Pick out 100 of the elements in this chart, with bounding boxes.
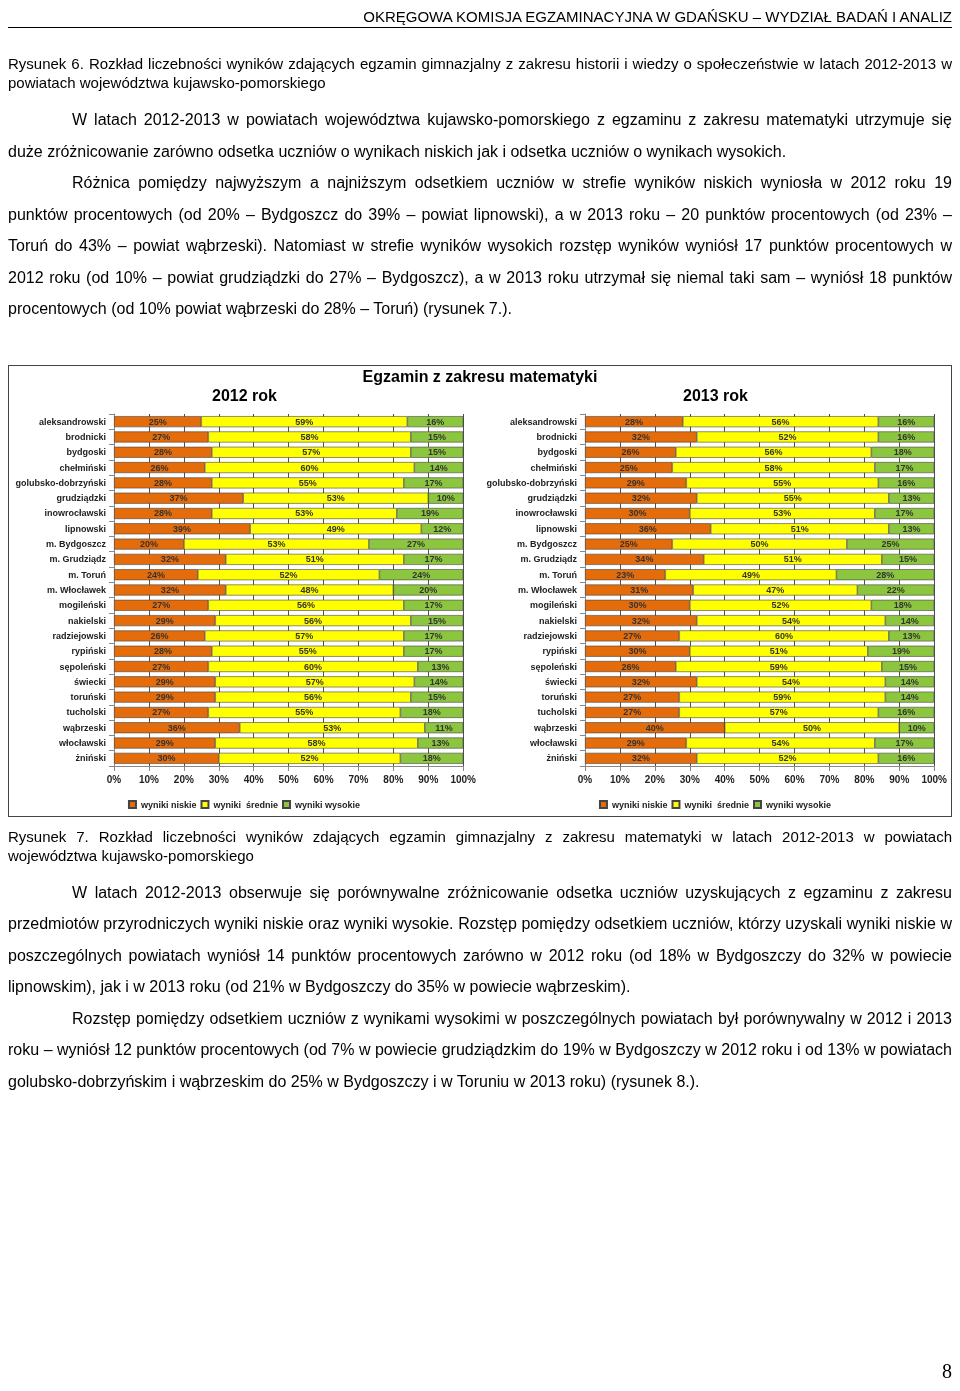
data-label: 32% <box>631 431 650 442</box>
data-label: 54% <box>782 676 801 687</box>
text: W latach 2012-2013 obserwuje się porównywalne zróżnicowanie odsetka uczniów uzyskujących z egzaminu z zakresu przedmiotów przyrodniczych wyniki niskie oraz wyniki wysokie. Rozstęp pomiędzy odsetkiem uczniów, którzy uzyskali wyniki niskie w poszczególnych powiatach wyniósł 14 punktów procentowych zarówno w 2012 roku (od 18% w Bydgoszczy do 32% w powiecie lipnowskim), jak i w 2013 roku (od 21% w Bydgoszczy do 35% w powiecie wąbrzeskim). <box>8 882 952 997</box>
y-tick-label: chełmiński <box>530 462 577 473</box>
data-label: 27% <box>623 706 642 717</box>
data-label: 57% <box>305 676 324 687</box>
y-tick-label: brodnicki <box>65 431 106 442</box>
data-label: 16% <box>897 416 916 427</box>
data-label: 18% <box>893 599 912 610</box>
data-label: 49% <box>326 523 345 534</box>
data-label: 28% <box>153 645 172 656</box>
data-label: 30% <box>157 752 176 763</box>
data-label: 20% <box>139 538 158 549</box>
data-label: 25% <box>148 416 167 427</box>
data-label: 51% <box>769 645 788 656</box>
data-label: 53% <box>326 492 345 503</box>
data-label: 29% <box>155 676 174 687</box>
y-tick-label: inowrocławski <box>44 507 106 518</box>
y-tick-label: włocławski <box>528 737 577 748</box>
data-label: 55% <box>295 706 314 717</box>
data-label: 56% <box>297 599 316 610</box>
data-label: 28% <box>876 569 895 580</box>
data-label: 60% <box>300 462 319 473</box>
x-tick-label: 100% <box>921 773 948 784</box>
y-tick-label: rypiński <box>71 645 106 656</box>
data-label: 56% <box>304 691 323 702</box>
y-tick-label: nakielski <box>67 615 106 626</box>
data-label: 57% <box>769 706 788 717</box>
data-label: 51% <box>783 553 802 564</box>
data-label: 18% <box>422 752 441 763</box>
data-label: 26% <box>150 630 169 641</box>
y-tick-label: golubsko-dobrzyński <box>15 477 106 488</box>
data-label: 32% <box>631 752 650 763</box>
data-label: 60% <box>775 630 794 641</box>
data-label: 16% <box>897 431 916 442</box>
data-label: 32% <box>160 584 179 595</box>
data-label: 13% <box>431 737 450 748</box>
text: Różnica pomiędzy najwyższym a najniższym odsetkiem uczniów w strefie wyników niskich wyniosła w 2012 roku 19 punktów procentowych (od 20% – Bydgoszcz do 39% – powiat lipnowski), a w 2013 roku – 20 punktów procentowych (od 23% – Toruń do 43% – powiat wąbrzeski). Natomiast w strefie wyników wysokich rozstęp wyników wyniósł 17 punktów procentowych w 2012 roku (od 10% – powiat grudziądzki do 27% – Bydgoszcz), a w 2013 roku utrzymał się niemal taki sam – wyniósł 18 punktów procentowych (od 10% powiat wąbrzeski do 28% – Toruń) (rysunek 7.). <box>8 173 952 319</box>
x-tick-label: 20% <box>644 773 665 784</box>
x-tick-label: 30% <box>208 773 229 784</box>
data-label: 27% <box>152 661 171 672</box>
data-label: 53% <box>773 507 792 518</box>
data-label: 49% <box>741 569 760 580</box>
data-label: 28% <box>624 416 643 427</box>
data-label: 14% <box>900 691 919 702</box>
data-label: 14% <box>429 462 448 473</box>
x-tick-label: 70% <box>819 773 840 784</box>
data-label: 47% <box>766 584 785 595</box>
y-tick-label: radziejowski <box>523 630 577 641</box>
y-tick-label: bydgoski <box>537 446 577 457</box>
data-label: 32% <box>631 615 650 626</box>
data-label: 25% <box>881 538 900 549</box>
chart-title: Egzamin z zakresu matematyki <box>361 367 599 386</box>
y-tick-label: m. Włocławek <box>517 584 578 595</box>
x-tick-label: 30% <box>679 773 700 784</box>
data-label: 17% <box>895 462 914 473</box>
data-label: 26% <box>150 462 169 473</box>
data-label: 57% <box>302 446 321 457</box>
data-label: 55% <box>773 477 792 488</box>
chart-subtitle: 2012 rok <box>211 385 278 406</box>
data-label: 27% <box>152 431 171 442</box>
data-label: 17% <box>424 599 443 610</box>
data-label: 55% <box>298 645 317 656</box>
data-label: 36% <box>167 722 186 733</box>
y-tick-label: włocławski <box>57 737 106 748</box>
data-label: 52% <box>279 569 298 580</box>
data-label: 17% <box>895 737 914 748</box>
x-tick-label: 70% <box>348 773 369 784</box>
y-tick-label: żniński <box>75 752 106 763</box>
data-label: 52% <box>771 599 790 610</box>
data-label: 55% <box>783 492 802 503</box>
data-label: 32% <box>160 553 179 564</box>
data-label: 29% <box>626 477 645 488</box>
data-label: 31% <box>630 584 649 595</box>
y-tick-label: aleksandrowski <box>38 416 106 427</box>
y-tick-label: tucholski <box>537 706 577 717</box>
y-tick-label: m. Grudziądz <box>520 553 578 564</box>
data-label: 59% <box>769 661 788 672</box>
data-label: 18% <box>422 706 441 717</box>
data-label: 56% <box>764 446 783 457</box>
y-tick-label: świecki <box>544 676 577 687</box>
data-label: 28% <box>153 477 172 488</box>
data-label: 12% <box>433 523 452 534</box>
data-label: 17% <box>424 477 443 488</box>
text: 8 <box>942 1360 952 1383</box>
y-tick-label: m. Bydgoszcz <box>516 538 578 549</box>
data-label: 19% <box>421 507 440 518</box>
data-label: 48% <box>300 584 319 595</box>
data-label: 50% <box>750 538 769 549</box>
data-label: 17% <box>424 645 443 656</box>
data-label: 51% <box>790 523 809 534</box>
x-tick-label: 100% <box>450 773 477 784</box>
data-label: 16% <box>426 416 445 427</box>
x-tick-label: 10% <box>138 773 160 784</box>
y-tick-label: lipnowski <box>64 523 106 534</box>
y-tick-label: sępoleński <box>59 661 106 672</box>
data-label: 28% <box>153 507 172 518</box>
data-label: 14% <box>900 676 919 687</box>
data-label: 54% <box>782 615 801 626</box>
y-tick-label: mogileński <box>58 599 106 610</box>
